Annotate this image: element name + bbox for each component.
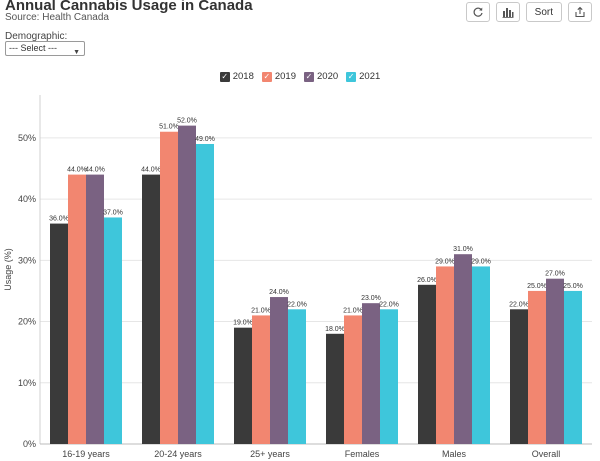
- data-label: 22.0%: [379, 301, 399, 308]
- y-tick-label: 20%: [18, 317, 36, 327]
- legend-label-2021: 2021: [359, 71, 381, 82]
- bar-2019-0: [68, 174, 86, 444]
- data-label: 25.0%: [527, 283, 547, 290]
- data-label: 27.0%: [545, 271, 565, 278]
- demographic-select[interactable]: --- Select --- ▼: [5, 41, 85, 56]
- data-label: 49.0%: [195, 136, 215, 143]
- legend-item-2020[interactable]: ✓ 2020: [304, 71, 338, 82]
- y-tick-label: 50%: [18, 133, 36, 143]
- x-tick-label: 16-19 years: [62, 449, 110, 459]
- y-tick-label: 30%: [18, 255, 36, 265]
- data-label: 22.0%: [509, 301, 529, 308]
- data-label: 44.0%: [67, 167, 87, 174]
- data-label: 44.0%: [85, 167, 105, 174]
- bar-2021-2: [288, 309, 306, 444]
- chart-type-button[interactable]: [495, 2, 520, 22]
- data-label: 24.0%: [269, 289, 289, 296]
- refresh-button[interactable]: [465, 2, 490, 22]
- bar-2020-2: [270, 297, 288, 444]
- data-label: 51.0%: [159, 124, 179, 131]
- legend-label-2018: 2018: [232, 71, 254, 82]
- legend-label-2020: 2020: [317, 71, 339, 82]
- legend-item-2019[interactable]: ✓ 2019: [261, 71, 296, 82]
- sort-button[interactable]: Sort: [525, 2, 562, 22]
- bar-2021-0: [104, 217, 122, 444]
- bar-2018-5: [510, 309, 528, 444]
- refresh-icon: [473, 7, 483, 17]
- data-label: 26.0%: [417, 277, 437, 284]
- data-label: 37.0%: [103, 209, 123, 216]
- data-label: 21.0%: [251, 307, 271, 314]
- data-label: 36.0%: [49, 216, 69, 223]
- bar-2020-0: [86, 174, 104, 444]
- bar-2020-3: [362, 303, 380, 444]
- x-tick-label: Overall: [532, 449, 561, 459]
- bar-2019-2: [252, 315, 270, 444]
- x-tick-label: Females: [345, 449, 380, 459]
- legend-swatch-2018: ✓: [219, 71, 230, 82]
- data-label: 52.0%: [177, 118, 197, 125]
- x-tick-label: Males: [442, 449, 467, 459]
- chart-legend: ✓ 2018 ✓ 2019 ✓ 2020 ✓ 2021: [0, 71, 600, 82]
- legend-label-2019: 2019: [274, 71, 296, 82]
- data-label: 22.0%: [287, 301, 307, 308]
- bar-2019-1: [160, 131, 178, 444]
- data-label: 25.0%: [563, 283, 583, 290]
- bar-2018-0: [50, 223, 68, 444]
- bar-2019-4: [436, 266, 454, 444]
- y-tick-label: 10%: [18, 378, 36, 388]
- x-tick-label: 25+ years: [250, 449, 290, 459]
- bar-2019-3: [344, 315, 362, 444]
- share-button[interactable]: [568, 2, 592, 22]
- chart-title: Annual Cannabis Usage in Canada: [5, 0, 253, 14]
- chart-source: Source: Health Canada: [5, 12, 109, 23]
- data-label: 44.0%: [141, 167, 161, 174]
- demographic-select-value: --- Select ---: [9, 43, 57, 53]
- legend-swatch-2020: ✓: [304, 71, 314, 82]
- legend-item-2018[interactable]: ✓ 2018: [219, 71, 254, 82]
- bar-2018-4: [418, 284, 436, 444]
- chart-toolbar: Sort: [465, 2, 592, 22]
- bar-2020-4: [454, 254, 472, 444]
- data-label: 23.0%: [361, 295, 381, 302]
- data-label: 29.0%: [471, 258, 491, 265]
- bar-2018-1: [142, 174, 160, 444]
- legend-item-2021[interactable]: ✓ 2021: [346, 71, 380, 82]
- legend-swatch-2021: ✓: [346, 71, 357, 82]
- share-icon: [575, 6, 585, 18]
- bar-2021-1: [196, 143, 214, 444]
- data-label: 18.0%: [325, 326, 345, 333]
- bar-2020-5: [546, 278, 564, 444]
- bar-2018-2: [234, 327, 252, 444]
- bar-2020-1: [178, 125, 196, 444]
- bar-2018-3: [326, 333, 344, 444]
- y-tick-label: 0%: [23, 439, 36, 449]
- data-label: 29.0%: [435, 258, 455, 265]
- data-label: 31.0%: [453, 246, 473, 253]
- chevron-down-icon: ▼: [73, 49, 80, 56]
- y-axis-label: Usage (%): [3, 248, 13, 291]
- data-label: 19.0%: [233, 320, 253, 327]
- bar-2021-4: [472, 266, 490, 444]
- demographic-label: Demographic:: [5, 31, 68, 42]
- data-label: 21.0%: [343, 307, 363, 314]
- x-tick-label: 20-24 years: [154, 449, 202, 459]
- bar-2021-3: [380, 309, 398, 444]
- legend-swatch-2019: ✓: [261, 71, 272, 82]
- bar-2021-5: [564, 290, 582, 444]
- bar-chart-icon: [502, 8, 514, 18]
- y-tick-label: 40%: [18, 194, 36, 204]
- bar-2019-5: [528, 290, 546, 444]
